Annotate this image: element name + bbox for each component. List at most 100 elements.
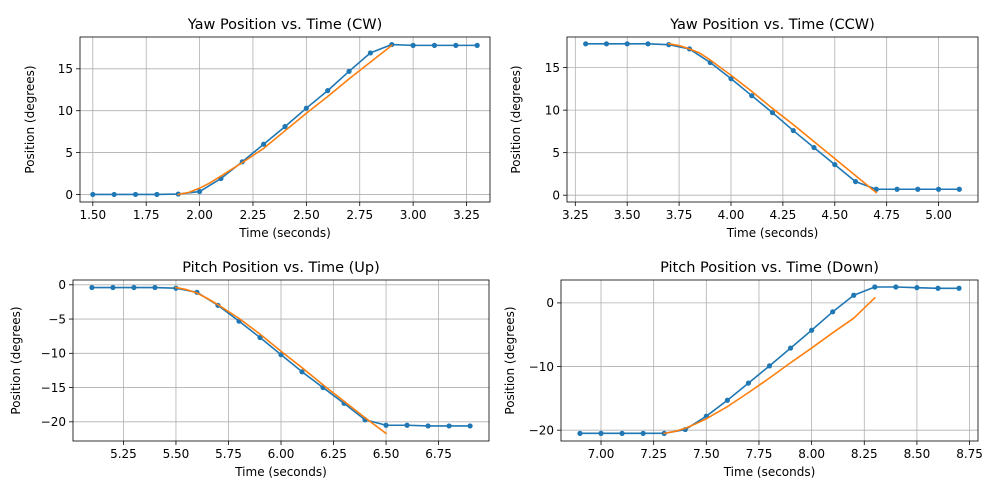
- data-point: [603, 41, 610, 47]
- x-tick-label: 5.00: [925, 208, 952, 222]
- grid: [561, 280, 978, 441]
- y-axis-label: Position (degrees): [9, 306, 23, 414]
- data-point: [935, 186, 942, 192]
- data-point: [467, 423, 473, 429]
- y-tick-label: −10: [41, 347, 66, 361]
- chart-title: Yaw Position vs. Time (CCW): [669, 17, 875, 33]
- y-tick-label: 0: [552, 188, 560, 202]
- data-point: [956, 186, 962, 192]
- data-point: [131, 284, 137, 291]
- data-point: [766, 363, 773, 369]
- x-tick-label: 8.25: [851, 447, 878, 461]
- y-tick-label: 10: [58, 104, 73, 118]
- y-tick-label: −10: [529, 360, 554, 374]
- plot-frame: [79, 36, 491, 203]
- data-point: [278, 352, 284, 358]
- plot-frame: [560, 279, 979, 442]
- data-point: [425, 423, 431, 429]
- y-tick-label: 10: [545, 103, 560, 117]
- data-point: [257, 334, 263, 341]
- data-point: [645, 41, 651, 47]
- x-tick-label: 3.25: [453, 208, 480, 222]
- data-point: [851, 292, 857, 298]
- y-tick-label: 0: [65, 188, 73, 202]
- data-point: [915, 186, 921, 192]
- data-point: [446, 423, 452, 429]
- data-point: [790, 127, 796, 134]
- data-point: [383, 422, 389, 428]
- data-point: [196, 188, 203, 195]
- data-point: [640, 430, 646, 436]
- data-point: [367, 50, 374, 56]
- y-tick-label: 5: [65, 146, 73, 160]
- measured-series-line: [92, 43, 478, 196]
- data-point: [745, 380, 752, 386]
- data-point: [935, 285, 941, 291]
- model-series-line: [177, 44, 393, 196]
- y-tick-label: 15: [545, 61, 560, 75]
- x-tick-label: 5.50: [163, 447, 190, 461]
- x-tick-label: 4.00: [718, 208, 745, 222]
- data-point: [624, 41, 630, 47]
- x-tick-label: 6.75: [425, 447, 452, 461]
- x-tick-label: 8.75: [956, 447, 983, 461]
- x-tick-label: 6.50: [373, 447, 400, 461]
- x-tick-label: 6.25: [320, 447, 347, 461]
- data-point: [325, 88, 331, 94]
- grid: [80, 37, 490, 202]
- data-point: [110, 284, 116, 291]
- x-tick-label: 4.75: [873, 208, 900, 222]
- data-point: [956, 285, 962, 291]
- chart-panel-1: 1.50 1.75 2.00 2.25 2.50 2.75 3.00 3.25 0 5 10 15 Ya…: [23, 17, 491, 240]
- y-tick-label: 0: [58, 278, 66, 292]
- data-point: [410, 42, 416, 48]
- x-tick-label: 1.50: [79, 208, 106, 222]
- y-tick-label: 5: [552, 146, 560, 160]
- plot-frame: [566, 36, 979, 203]
- data-point: [914, 285, 920, 291]
- x-tick-label: 4.25: [770, 208, 797, 222]
- data-point: [346, 68, 352, 74]
- model-series-line: [175, 286, 388, 435]
- x-tick-label: 8.00: [798, 447, 825, 461]
- chart-panel-4: 7.00 7.25 7.50 7.75 8.00 8.25 8.50 8.75 0 −10 −20 P…: [503, 260, 983, 479]
- data-point: [261, 141, 267, 147]
- data-point: [832, 161, 838, 168]
- data-point: [894, 186, 900, 192]
- data-point: [431, 42, 438, 48]
- x-tick-label: 1.75: [133, 208, 160, 222]
- data-point: [619, 430, 625, 436]
- x-tick-label: 2.00: [186, 208, 213, 222]
- x-tick-label: 4.50: [821, 208, 848, 222]
- data-point: [404, 422, 410, 428]
- data-point: [111, 191, 117, 198]
- y-tick-label: 0: [546, 296, 554, 310]
- x-tick-label: 5.25: [110, 447, 137, 461]
- x-tick-label: 7.25: [640, 447, 667, 461]
- x-tick-label: 8.50: [904, 447, 931, 461]
- x-tick-label: 2.25: [240, 208, 267, 222]
- y-axis-label: Position (degrees): [23, 65, 37, 173]
- chart-title: Pitch Position vs. Time (Up): [182, 260, 380, 276]
- data-point: [132, 191, 139, 198]
- grid: [73, 280, 489, 441]
- grid: [567, 37, 978, 202]
- y-axis-label: Position (degrees): [509, 65, 523, 173]
- data-point: [769, 110, 776, 116]
- data-point: [830, 309, 836, 315]
- x-axis-label: Time (seconds): [238, 226, 331, 240]
- data-point: [152, 284, 158, 291]
- data-point: [577, 430, 583, 436]
- data-point: [299, 369, 305, 375]
- x-axis-label: Time (seconds): [726, 226, 819, 240]
- data-point: [90, 191, 96, 198]
- data-point: [893, 284, 899, 290]
- x-tick-label: 2.75: [346, 208, 373, 222]
- x-tick-label: 5.75: [215, 447, 242, 461]
- y-tick-label: −5: [48, 312, 66, 326]
- chart-title: Yaw Position vs. Time (CW): [187, 17, 383, 33]
- x-tick-label: 7.00: [588, 447, 615, 461]
- x-axis-label: Time (seconds): [234, 465, 327, 479]
- data-point: [303, 105, 309, 111]
